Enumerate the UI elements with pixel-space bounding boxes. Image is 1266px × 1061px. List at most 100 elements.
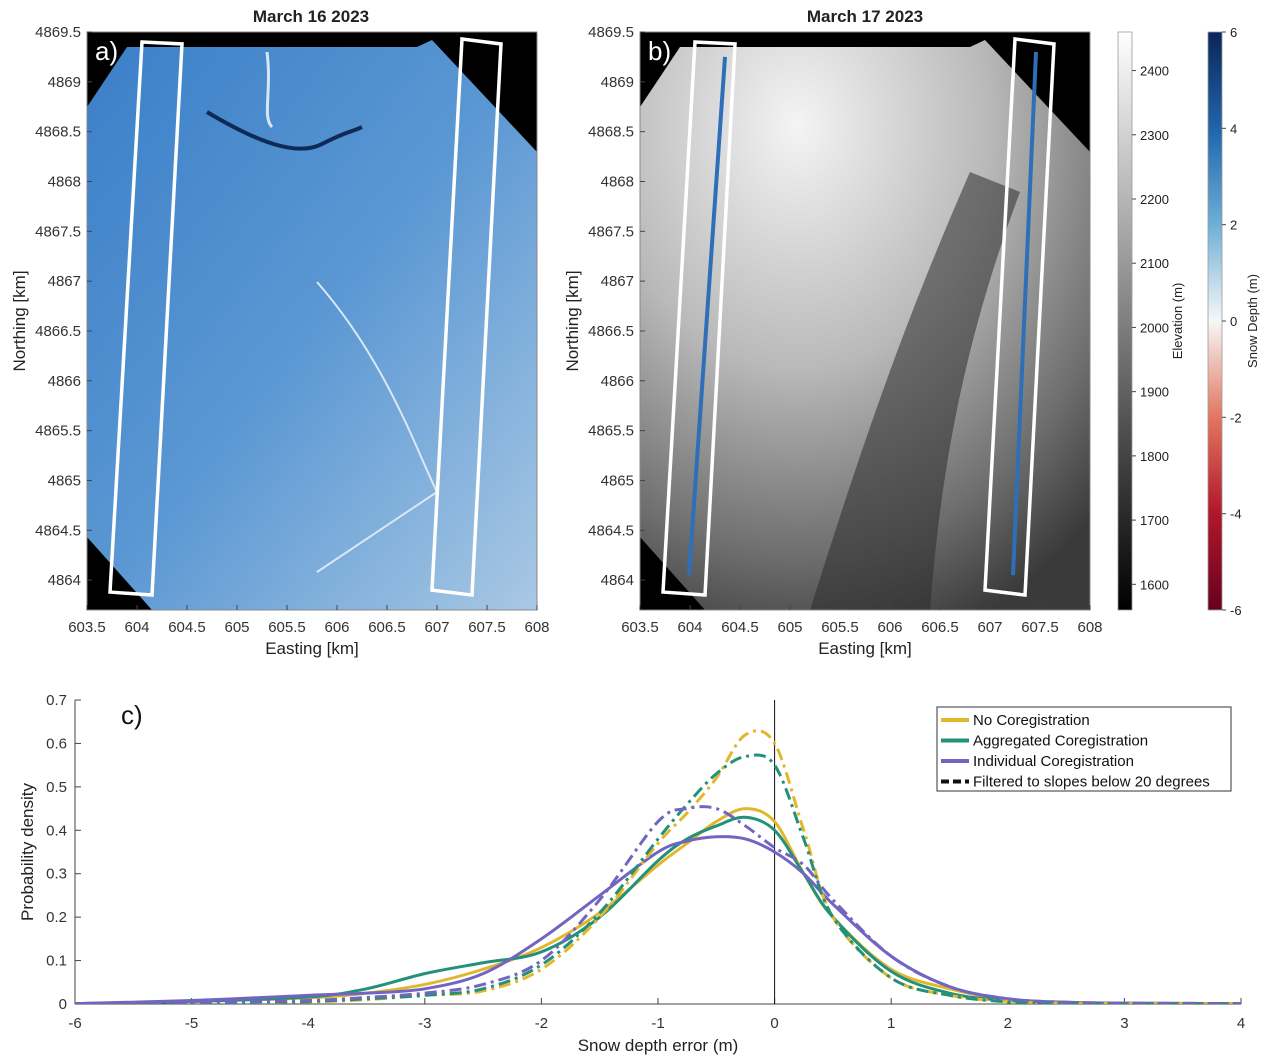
y-tick-label: 0.6 [46,735,67,752]
y-axis-label: Northing [km] [563,270,582,371]
colorbar-tick-label: 6 [1230,25,1237,40]
legend-label: Individual Coregistration [973,753,1134,770]
y-tick-label: 0 [59,996,67,1013]
x-tick-label: 606 [877,619,902,636]
x-tick-label: 606.5 [921,619,959,636]
y-tick-label: 0.2 [46,909,67,926]
terrain-streak [205,110,363,151]
colorbar-tick-label: 1700 [1140,513,1169,528]
x-tick-label: -4 [302,1015,315,1032]
y-tick-label: 4864.5 [588,522,634,539]
colorbar-tick-label: 1900 [1140,385,1169,400]
colorbar-tick-label: 2400 [1140,64,1169,79]
x-tick-label: 606.5 [368,619,406,636]
y-tick-label: 4868.5 [35,124,81,141]
y-tick-label: 0.3 [46,866,67,883]
x-tick-label: 603.5 [68,619,106,636]
x-tick-label: 4 [1237,1015,1245,1032]
colorbar-tick-label: 1600 [1140,577,1169,592]
y-tick-label: 4869 [48,74,81,91]
panel-letter: a) [95,36,118,66]
x-tick-label: 606 [324,619,349,636]
panel-letter: b) [648,36,671,66]
snow-depth-colorbar-label: Snow Depth (m) [1245,274,1260,368]
series-line [75,753,1241,1004]
map-frame [86,31,538,611]
y-tick-label: 4868 [48,173,81,190]
x-tick-label: 604.5 [721,619,759,636]
swath-box-2 [430,37,503,598]
snow-depth-track-1 [687,56,727,576]
x-tick-label: -2 [535,1015,548,1032]
x-axis-label: Snow depth error (m) [578,1036,739,1055]
x-axis-label: Easting [km] [818,639,912,658]
colorbar-tick-label: 2100 [1140,256,1169,271]
y-tick-label: 4865.5 [35,423,81,440]
x-tick-label: 603.5 [621,619,659,636]
y-tick-label: 0.5 [46,779,67,796]
x-tick-label: 608 [524,619,549,636]
x-tick-label: 3 [1120,1015,1128,1032]
y-tick-label: 4869 [601,74,634,91]
snow-depth-track-2 [1011,51,1038,576]
x-axis-label: Easting [km] [265,639,359,658]
x-tick-label: -1 [651,1015,664,1032]
y-tick-label: 4866 [48,373,81,390]
terrain-streak [316,281,439,573]
colorbars: 1600 1700 1800 1900 2000 2100 2200 2300 2400 Elev… [1117,25,1260,618]
series-line [75,805,1241,1004]
panel-b-title: March 17 2023 [806,7,924,26]
x-tick-label: 604.5 [168,619,206,636]
colorbar-tick-label: -6 [1230,603,1242,618]
x-tick-label: -6 [68,1015,81,1032]
x-tick-label: 604 [677,619,702,636]
y-tick-label: 4866.5 [588,323,634,340]
y-tick-label: 4866 [601,373,634,390]
y-tick-label: 4864.5 [35,522,81,539]
legend-label: Aggregated Coregistration [973,733,1148,750]
map-raster [87,40,537,610]
x-tick-label: 607.5 [468,619,506,636]
panel-a-map: a) 603.5 604 604.5 605 605.5 606 606.5 607 607.5 6… [10,24,550,658]
y-tick-label: 4865 [601,472,634,489]
x-tick-label: 605.5 [268,619,306,636]
snow-depth-colorbar [1207,31,1223,611]
colorbar-tick-label: 0 [1230,314,1237,329]
legend-label: Filtered to slopes below 20 degrees [973,774,1210,791]
y-tick-label: 4866.5 [35,323,81,340]
panel-letter: c) [121,700,143,730]
y-tick-label: 4868 [601,173,634,190]
x-tick-label: 604 [124,619,149,636]
x-tick-label: 605.5 [821,619,859,636]
x-tick-label: -3 [418,1015,431,1032]
y-tick-label: 4868.5 [588,124,634,141]
colorbar-tick-label: -4 [1230,507,1242,522]
colorbar-tick-label: 4 [1230,121,1237,136]
x-tick-label: 0 [770,1015,778,1032]
series-line [75,807,1241,1004]
y-axis-label: Northing [km] [10,270,29,371]
x-tick-label: 607 [424,619,449,636]
panel-a-title: March 16 2023 [252,7,370,26]
colorbar-tick-label: 2 [1230,218,1237,233]
series-line [75,729,1241,1004]
colorbar-tick-label: 2000 [1140,320,1169,335]
y-tick-label: 4865.5 [588,423,634,440]
colorbar-tick-label: -2 [1230,410,1242,425]
colorbar-tick-label: 2300 [1140,128,1169,143]
y-tick-label: 0.7 [46,692,67,709]
y-tick-label: 4867.5 [35,223,81,240]
y-tick-label: 4864 [601,572,634,589]
x-tick-label: 605 [224,619,249,636]
elevation-colorbar-label: Elevation (m) [1170,283,1185,360]
panel-c-density-chart: -6 -5 -4 -3 -2 -1 0 1 2 3 4 0 0.1 0.2 0.3 0.4 0.5 0.6 0.7 S… [18,692,1245,1055]
curves [75,729,1241,1004]
y-tick-label: 4867.5 [588,223,634,240]
x-tick-label: 607.5 [1021,619,1059,636]
y-tick-label: 4867 [48,273,81,290]
legend-label: No Coregistration [973,712,1090,729]
y-tick-label: 4869.5 [35,24,81,41]
swath-box-2 [983,37,1056,598]
